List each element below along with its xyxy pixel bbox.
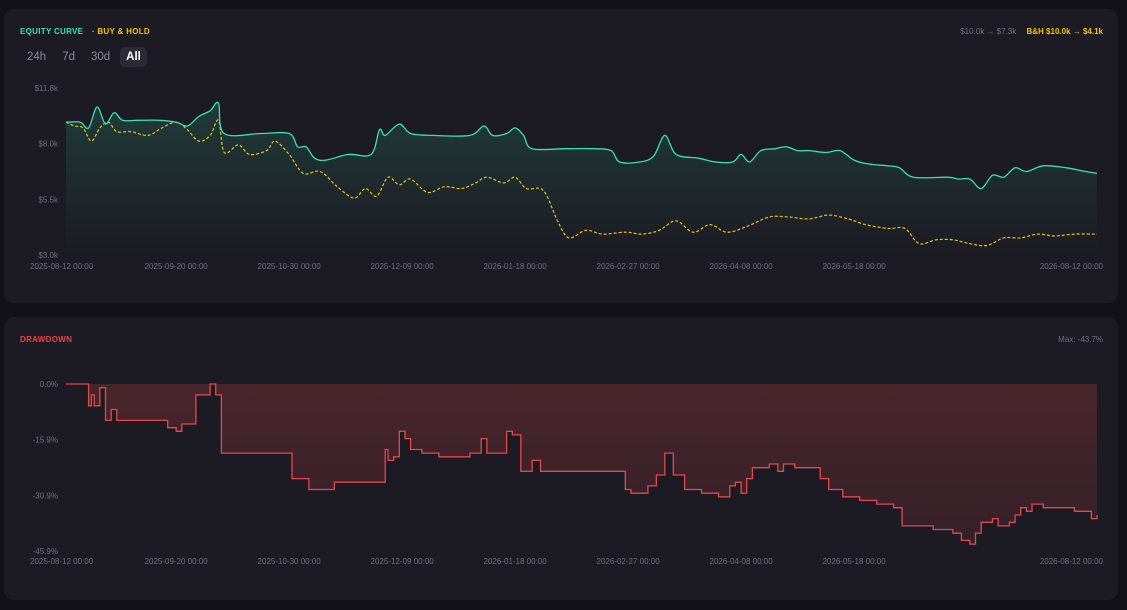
drawdown-title: DRAWDOWN xyxy=(20,335,73,344)
x-tick-label: 2025-08-12 00:00 xyxy=(30,557,94,566)
equity-chart: $11.8k $8.0k $5.5k $3.0k 2025-08-12 00:00 202… xyxy=(30,84,1104,271)
x-tick-label: 2025-09-20 00:00 xyxy=(145,557,209,566)
x-tick-label: 2026-04-08 00:00 xyxy=(710,557,774,566)
x-tick-label: 2026-05-18 00:00 xyxy=(822,557,886,566)
equity-title: EQUITY CURVE xyxy=(20,27,84,36)
drawdown-panel: DRAWDOWN Max: -43.7% 0.0% -15.9% -30.9% -45… xyxy=(4,317,1118,600)
y-tick-label: 0.0% xyxy=(40,380,58,389)
x-tick-label: 2025-08-12 00:00 xyxy=(30,262,94,271)
y-tick-label: $3.0k xyxy=(38,251,59,260)
x-tick-label: 2025-10-30 00:00 xyxy=(258,557,322,566)
timeframe-30d[interactable]: 30d xyxy=(85,47,116,67)
x-tick-label: 2026-08-12 00:00 xyxy=(1040,262,1104,271)
equity-panel-title: EQUITY CURVE · BUY & HOLD xyxy=(20,27,150,36)
x-tick-label: 2026-01-18 00:00 xyxy=(484,557,548,566)
y-tick-label: $11.8k xyxy=(35,84,59,93)
x-tick-label: 2025-09-20 00:00 xyxy=(145,262,209,271)
y-tick-label: $8.0k xyxy=(38,140,59,149)
x-tick-label: 2026-08-12 00:00 xyxy=(1040,557,1104,566)
strategy-summary: $10.0k → $7.3k xyxy=(960,27,1017,36)
equity-curve-panel: EQUITY CURVE · BUY & HOLD $10.0k → $7.3k… xyxy=(4,9,1118,303)
x-tick-label: 2025-12-09 00:00 xyxy=(371,557,435,566)
drawdown-area-fill xyxy=(66,384,1097,545)
x-tick-label: 2026-05-18 00:00 xyxy=(822,262,886,271)
equity-summary: $10.0k → $7.3k B&H $10.0k → $4.1k xyxy=(960,27,1103,36)
y-tick-label: $5.5k xyxy=(38,195,59,204)
y-tick-label: -30.9% xyxy=(33,491,58,500)
drawdown-chart: 0.0% -15.9% -30.9% -45.9%2025-08-12 00:00 20… xyxy=(30,380,1104,566)
buy-hold-line xyxy=(65,119,1098,247)
strategy-line xyxy=(65,101,1098,190)
timeframe-24h[interactable]: 24h xyxy=(21,47,52,67)
x-tick-label: 2026-02-27 00:00 xyxy=(597,262,661,271)
timeframe-7d[interactable]: 7d xyxy=(56,47,81,67)
x-tick-label: 2026-01-18 00:00 xyxy=(484,262,548,271)
timeframe-selector: 24h 7d 30d All xyxy=(21,47,147,67)
x-tick-label: 2026-04-08 00:00 xyxy=(710,262,774,271)
x-tick-label: 2026-02-27 00:00 xyxy=(597,557,661,566)
max-drawdown-label: Max: -43.7% xyxy=(1058,335,1103,344)
y-tick-label: -15.9% xyxy=(33,436,58,445)
timeframe-all[interactable]: All xyxy=(120,47,147,67)
x-tick-label: 2025-10-30 00:00 xyxy=(258,262,322,271)
buy-hold-legend: · BUY & HOLD xyxy=(91,27,150,36)
buy-hold-summary: B&H $10.0k → $4.1k xyxy=(1026,27,1104,36)
strategy-area-fill xyxy=(66,102,1097,255)
y-tick-label: -45.9% xyxy=(33,547,58,556)
x-tick-label: 2025-12-09 00:00 xyxy=(371,262,435,271)
drawdown-line xyxy=(66,383,1098,545)
